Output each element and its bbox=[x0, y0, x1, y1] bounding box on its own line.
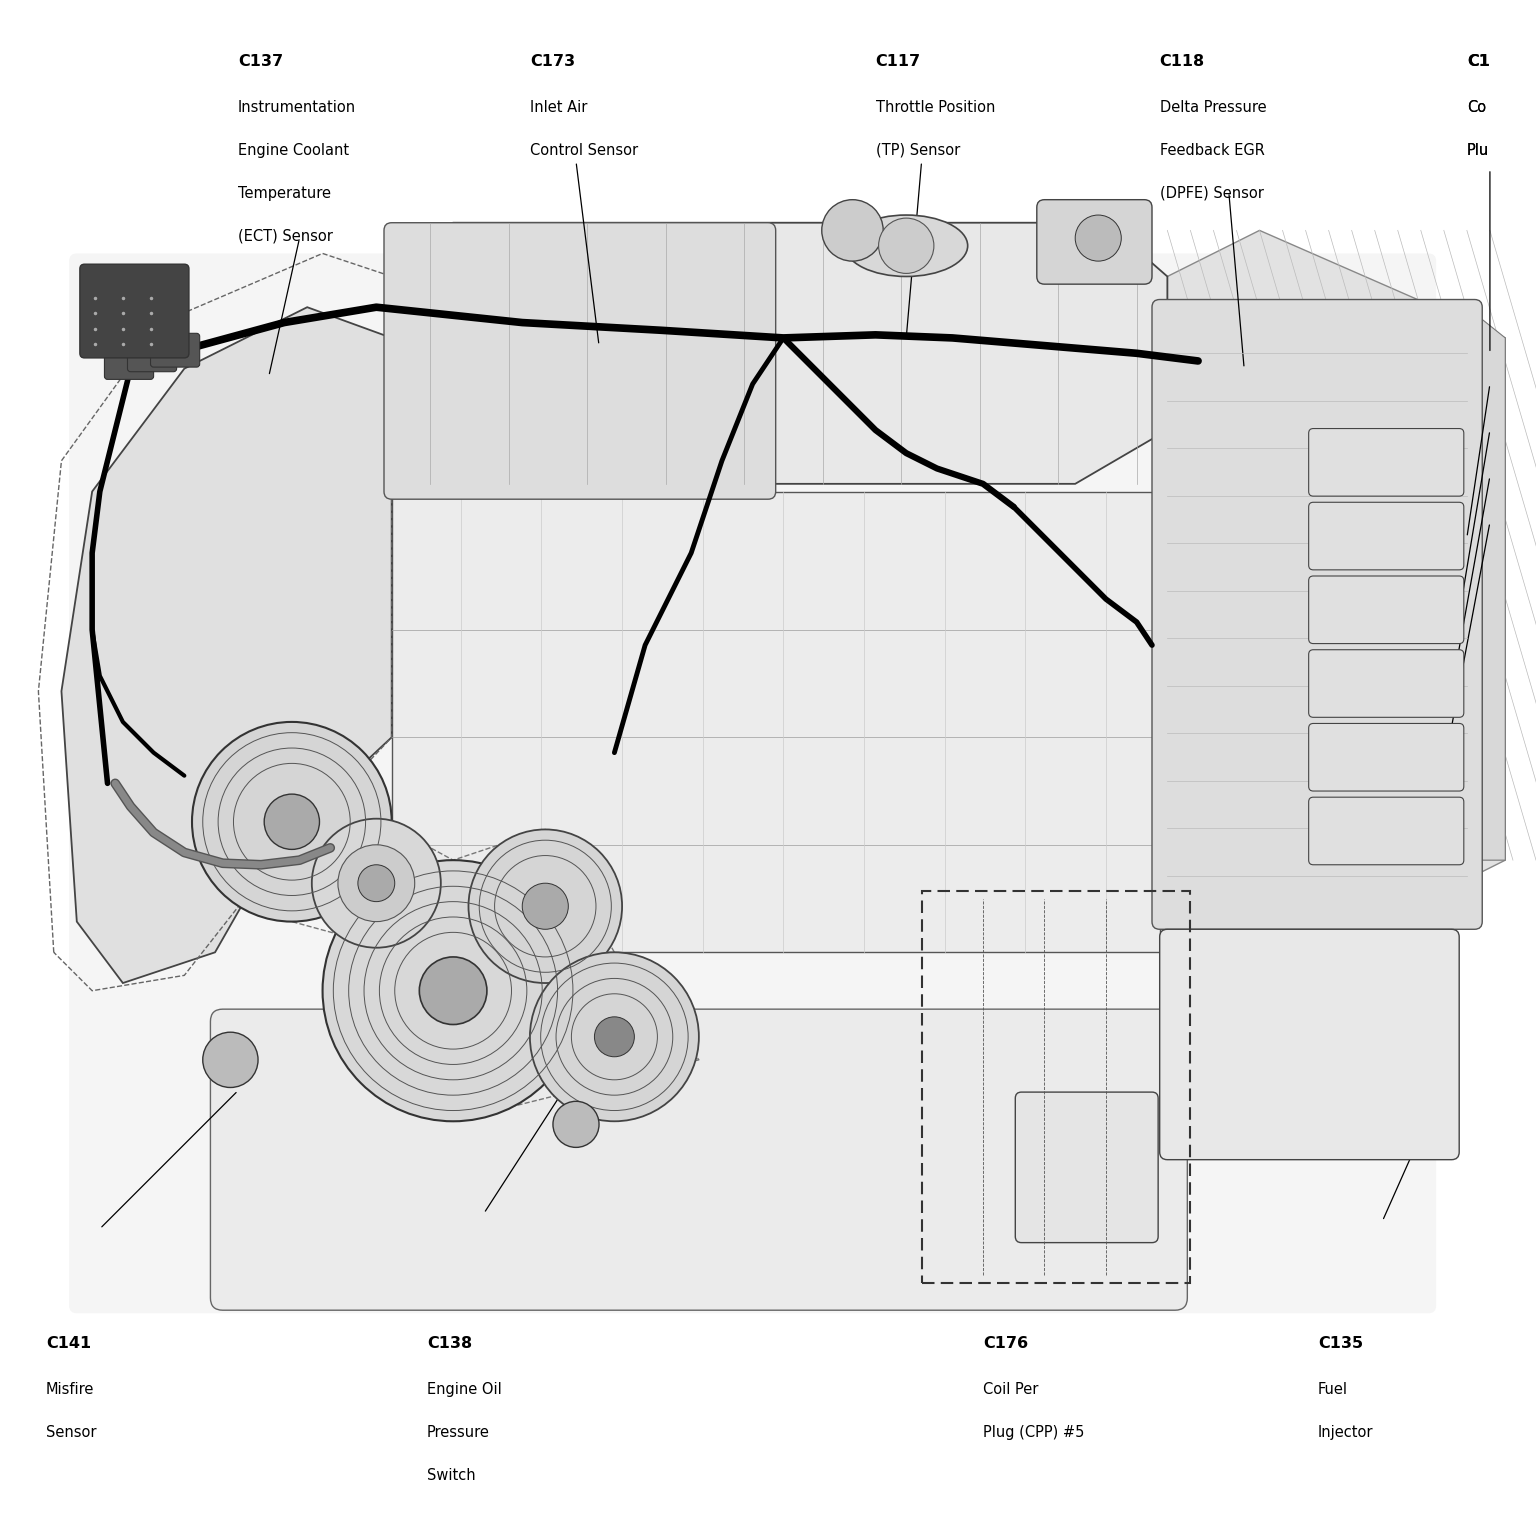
Circle shape bbox=[264, 794, 319, 849]
Circle shape bbox=[323, 860, 584, 1121]
Circle shape bbox=[553, 1101, 599, 1147]
FancyBboxPatch shape bbox=[1160, 929, 1459, 1160]
Text: C117: C117 bbox=[876, 54, 920, 69]
Polygon shape bbox=[392, 223, 1167, 484]
Polygon shape bbox=[1167, 230, 1505, 922]
Text: Co: Co bbox=[1467, 100, 1485, 115]
FancyBboxPatch shape bbox=[1309, 429, 1464, 496]
Text: C135: C135 bbox=[1318, 1336, 1362, 1352]
Circle shape bbox=[468, 829, 622, 983]
Text: Plug (CPP) #5: Plug (CPP) #5 bbox=[983, 1425, 1084, 1441]
FancyBboxPatch shape bbox=[384, 223, 776, 499]
Circle shape bbox=[419, 957, 487, 1025]
Circle shape bbox=[358, 865, 395, 902]
Ellipse shape bbox=[845, 215, 968, 276]
Text: Pressure: Pressure bbox=[427, 1425, 490, 1441]
FancyBboxPatch shape bbox=[151, 333, 200, 367]
Text: C173: C173 bbox=[530, 54, 574, 69]
FancyBboxPatch shape bbox=[69, 253, 1436, 1313]
Polygon shape bbox=[1467, 307, 1505, 860]
FancyBboxPatch shape bbox=[1309, 502, 1464, 570]
Text: Fuel: Fuel bbox=[1318, 1382, 1349, 1398]
Text: Co: Co bbox=[1467, 100, 1485, 115]
Polygon shape bbox=[61, 307, 392, 983]
Circle shape bbox=[522, 883, 568, 929]
FancyBboxPatch shape bbox=[1309, 576, 1464, 644]
Circle shape bbox=[822, 200, 883, 261]
Text: (DPFE) Sensor: (DPFE) Sensor bbox=[1160, 186, 1264, 201]
FancyBboxPatch shape bbox=[1152, 300, 1482, 929]
Circle shape bbox=[203, 1032, 258, 1087]
Text: Feedback EGR: Feedback EGR bbox=[1160, 143, 1264, 158]
Text: C138: C138 bbox=[427, 1336, 472, 1352]
Text: (ECT) Sensor: (ECT) Sensor bbox=[238, 229, 333, 244]
Text: Instrumentation: Instrumentation bbox=[238, 100, 356, 115]
Text: Plu: Plu bbox=[1467, 143, 1488, 158]
Text: Injector: Injector bbox=[1318, 1425, 1373, 1441]
Text: Misfire: Misfire bbox=[46, 1382, 94, 1398]
Text: Temperature: Temperature bbox=[238, 186, 332, 201]
Text: Plu: Plu bbox=[1467, 143, 1488, 158]
Text: Engine Oil: Engine Oil bbox=[427, 1382, 502, 1398]
FancyBboxPatch shape bbox=[80, 264, 189, 358]
Circle shape bbox=[1075, 215, 1121, 261]
Text: Coil Per: Coil Per bbox=[983, 1382, 1038, 1398]
Text: Control Sensor: Control Sensor bbox=[530, 143, 637, 158]
Text: Delta Pressure: Delta Pressure bbox=[1160, 100, 1266, 115]
Text: C176: C176 bbox=[983, 1336, 1028, 1352]
Text: Inlet Air: Inlet Air bbox=[530, 100, 587, 115]
Text: C118: C118 bbox=[1160, 54, 1204, 69]
FancyBboxPatch shape bbox=[127, 338, 177, 372]
Circle shape bbox=[594, 1017, 634, 1057]
Text: (TP) Sensor: (TP) Sensor bbox=[876, 143, 960, 158]
FancyBboxPatch shape bbox=[392, 492, 1160, 952]
Circle shape bbox=[530, 952, 699, 1121]
FancyBboxPatch shape bbox=[1309, 797, 1464, 865]
Text: Engine Coolant: Engine Coolant bbox=[238, 143, 349, 158]
Text: Switch: Switch bbox=[427, 1468, 476, 1484]
FancyBboxPatch shape bbox=[104, 346, 154, 379]
Text: Throttle Position: Throttle Position bbox=[876, 100, 995, 115]
Circle shape bbox=[879, 218, 934, 273]
Text: C1: C1 bbox=[1467, 54, 1490, 69]
FancyBboxPatch shape bbox=[210, 1009, 1187, 1310]
Circle shape bbox=[338, 845, 415, 922]
FancyBboxPatch shape bbox=[1309, 723, 1464, 791]
FancyBboxPatch shape bbox=[1037, 200, 1152, 284]
Circle shape bbox=[192, 722, 392, 922]
FancyBboxPatch shape bbox=[1015, 1092, 1158, 1243]
Text: C1: C1 bbox=[1467, 54, 1490, 69]
Text: C137: C137 bbox=[238, 54, 283, 69]
Text: C141: C141 bbox=[46, 1336, 91, 1352]
FancyBboxPatch shape bbox=[1309, 650, 1464, 717]
Text: Sensor: Sensor bbox=[46, 1425, 97, 1441]
Circle shape bbox=[312, 819, 441, 948]
